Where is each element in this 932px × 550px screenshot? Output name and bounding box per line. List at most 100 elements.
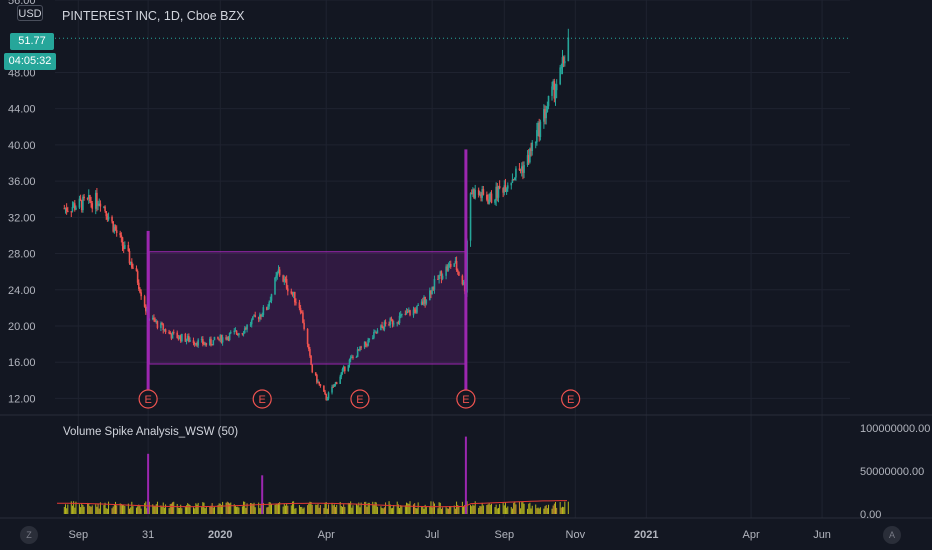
volume-bar <box>308 503 310 514</box>
chart-title: PINTEREST INC, 1D, Cboe BZX <box>62 9 245 23</box>
price-tick-label: 20.00 <box>8 321 36 333</box>
candle-body <box>63 208 66 210</box>
volume-bar <box>186 505 188 514</box>
candle-body <box>205 343 208 346</box>
volume-bar <box>561 506 563 514</box>
candle-body <box>489 193 492 200</box>
earnings-marker-label: E <box>356 394 363 406</box>
candle-body <box>236 333 239 336</box>
volume-bar <box>392 507 394 514</box>
volume-bar <box>310 502 312 514</box>
volume-bar <box>352 505 354 514</box>
candle-body <box>374 331 376 333</box>
scale-z-button[interactable]: Z <box>20 526 38 544</box>
volume-bar <box>162 502 164 514</box>
candle-body <box>415 309 417 313</box>
candle-body <box>371 337 374 339</box>
candle-body <box>560 67 563 69</box>
candle-body <box>432 287 435 290</box>
volume-bar <box>106 508 108 514</box>
candle-body <box>331 386 333 393</box>
candle-body <box>506 185 509 189</box>
earnings-marker[interactable]: E <box>138 389 158 409</box>
indicator-label[interactable]: Volume Spike Analysis_WSW (50) <box>63 426 239 438</box>
volume-bar <box>496 508 498 514</box>
candle-body <box>261 315 263 317</box>
volume-bar <box>108 501 110 514</box>
volume-bar <box>481 502 483 514</box>
candle-body <box>543 109 545 122</box>
candle-body <box>254 315 257 318</box>
candle-body <box>79 198 82 201</box>
candle-body <box>538 122 541 137</box>
volume-spike-bar <box>147 453 150 514</box>
time-tick-label: Jun <box>813 529 831 541</box>
volume-bar <box>130 507 132 514</box>
earnings-marker[interactable]: E <box>456 389 476 409</box>
candle-body <box>420 301 423 305</box>
volume-bar <box>376 506 378 514</box>
auto-scale-button[interactable]: A <box>883 526 901 544</box>
volume-bar <box>229 503 231 514</box>
volume-bar <box>559 502 561 514</box>
volume-bar <box>88 503 90 514</box>
time-tick-label: 2021 <box>634 529 658 541</box>
volume-bar <box>340 505 342 514</box>
candle-body <box>311 364 314 373</box>
candle-body <box>526 155 529 166</box>
candle-body <box>317 381 319 383</box>
candle-body <box>209 338 211 346</box>
volume-bar <box>267 507 269 514</box>
candle-body <box>429 290 431 301</box>
volume-bar <box>546 508 548 514</box>
candle-body <box>480 194 482 198</box>
candle-body <box>143 296 146 307</box>
volume-bar <box>227 502 229 514</box>
volume-bar <box>307 505 309 514</box>
candle-body <box>469 193 472 241</box>
candle-body <box>401 313 403 315</box>
volume-bar <box>417 502 419 514</box>
volume-bar <box>478 507 480 514</box>
candle-body <box>119 233 121 236</box>
volume-bar <box>518 501 520 514</box>
candle-body <box>202 339 204 345</box>
candle-body <box>121 237 124 246</box>
earnings-marker[interactable]: E <box>252 389 272 409</box>
volume-bar <box>146 508 148 514</box>
candle-body <box>341 368 344 373</box>
volume-bar <box>154 505 156 514</box>
time-tick-label: 31 <box>142 529 154 541</box>
candle-body <box>233 330 236 333</box>
volume-bar <box>67 504 69 514</box>
candle-body <box>380 325 382 331</box>
candle-body <box>262 307 265 316</box>
volume-bar <box>507 506 509 514</box>
candle-body <box>171 332 174 339</box>
earnings-marker[interactable]: E <box>350 389 370 409</box>
candle-body <box>555 84 558 91</box>
candle-body <box>446 266 449 271</box>
volume-bar <box>326 508 328 514</box>
candle-body <box>552 81 554 87</box>
volume-bar <box>318 507 320 514</box>
volume-bar <box>506 507 508 514</box>
price-tick-label: 56.00 <box>8 0 36 7</box>
candle-body <box>470 193 473 195</box>
candle-body <box>156 321 159 328</box>
candle-body <box>437 278 439 280</box>
candle-body <box>497 186 500 198</box>
candle-body <box>250 319 253 325</box>
earnings-marker[interactable]: E <box>561 389 581 409</box>
volume-bar <box>293 501 295 514</box>
candle-body <box>135 268 138 272</box>
currency-label[interactable]: USD <box>17 5 43 21</box>
volume-bar <box>388 501 390 514</box>
volume-bar <box>497 507 499 514</box>
candle-body <box>234 330 237 332</box>
volume-bar <box>309 501 311 514</box>
candle-body <box>70 211 73 213</box>
volume-bar <box>359 507 361 514</box>
